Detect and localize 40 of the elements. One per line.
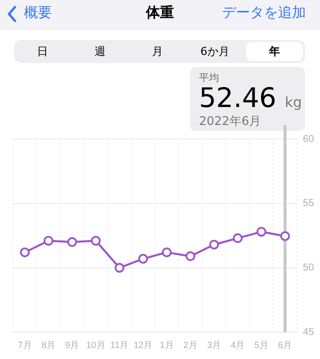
- x-tick-label: 3月: [207, 340, 222, 350]
- y-tick-label: 45: [302, 326, 314, 338]
- text: 平均: [199, 72, 219, 85]
- point: [256, 226, 266, 237]
- point: [186, 251, 196, 262]
- point: [114, 262, 124, 273]
- x-tick-label: 1月: [160, 340, 174, 350]
- text: データを追加: [222, 4, 306, 22]
- point: [232, 233, 243, 244]
- y-tick-label: 50: [302, 262, 314, 274]
- x-tick-label: 9月: [65, 340, 80, 350]
- text: 概要: [24, 4, 52, 22]
- point: [209, 240, 219, 250]
- text: 年: [246, 42, 304, 61]
- point: [162, 247, 172, 258]
- x-tick-label: 5月: [254, 340, 268, 350]
- text: 月: [151, 44, 164, 60]
- point: [44, 236, 54, 246]
- point: [280, 231, 290, 242]
- point: [90, 236, 101, 246]
- y-tick-label: 55: [302, 198, 314, 210]
- x-tick-label: 11月: [110, 340, 129, 350]
- text: 6か月: [199, 44, 230, 60]
- y-tick-label: 60: [302, 134, 314, 145]
- x-tick-label: 7月: [18, 340, 32, 350]
- chart-title: 体重: [146, 5, 174, 21]
- text: 週: [94, 44, 107, 60]
- point: [67, 237, 78, 247]
- point: [20, 247, 30, 258]
- x-tick-label: 6月: [278, 340, 292, 350]
- text: 日: [36, 44, 50, 60]
- x-tick-label: 12月: [134, 340, 153, 350]
- point: [138, 254, 148, 264]
- text: 52.46: [199, 83, 276, 114]
- text: 2022年6月: [199, 113, 262, 130]
- x-tick-label: 10月: [86, 340, 106, 350]
- x-tick-label: 4月: [230, 340, 245, 350]
- text: kg: [284, 95, 302, 111]
- x-tick-label: 8月: [41, 340, 56, 350]
- x-tick-label: 2月: [183, 340, 198, 350]
